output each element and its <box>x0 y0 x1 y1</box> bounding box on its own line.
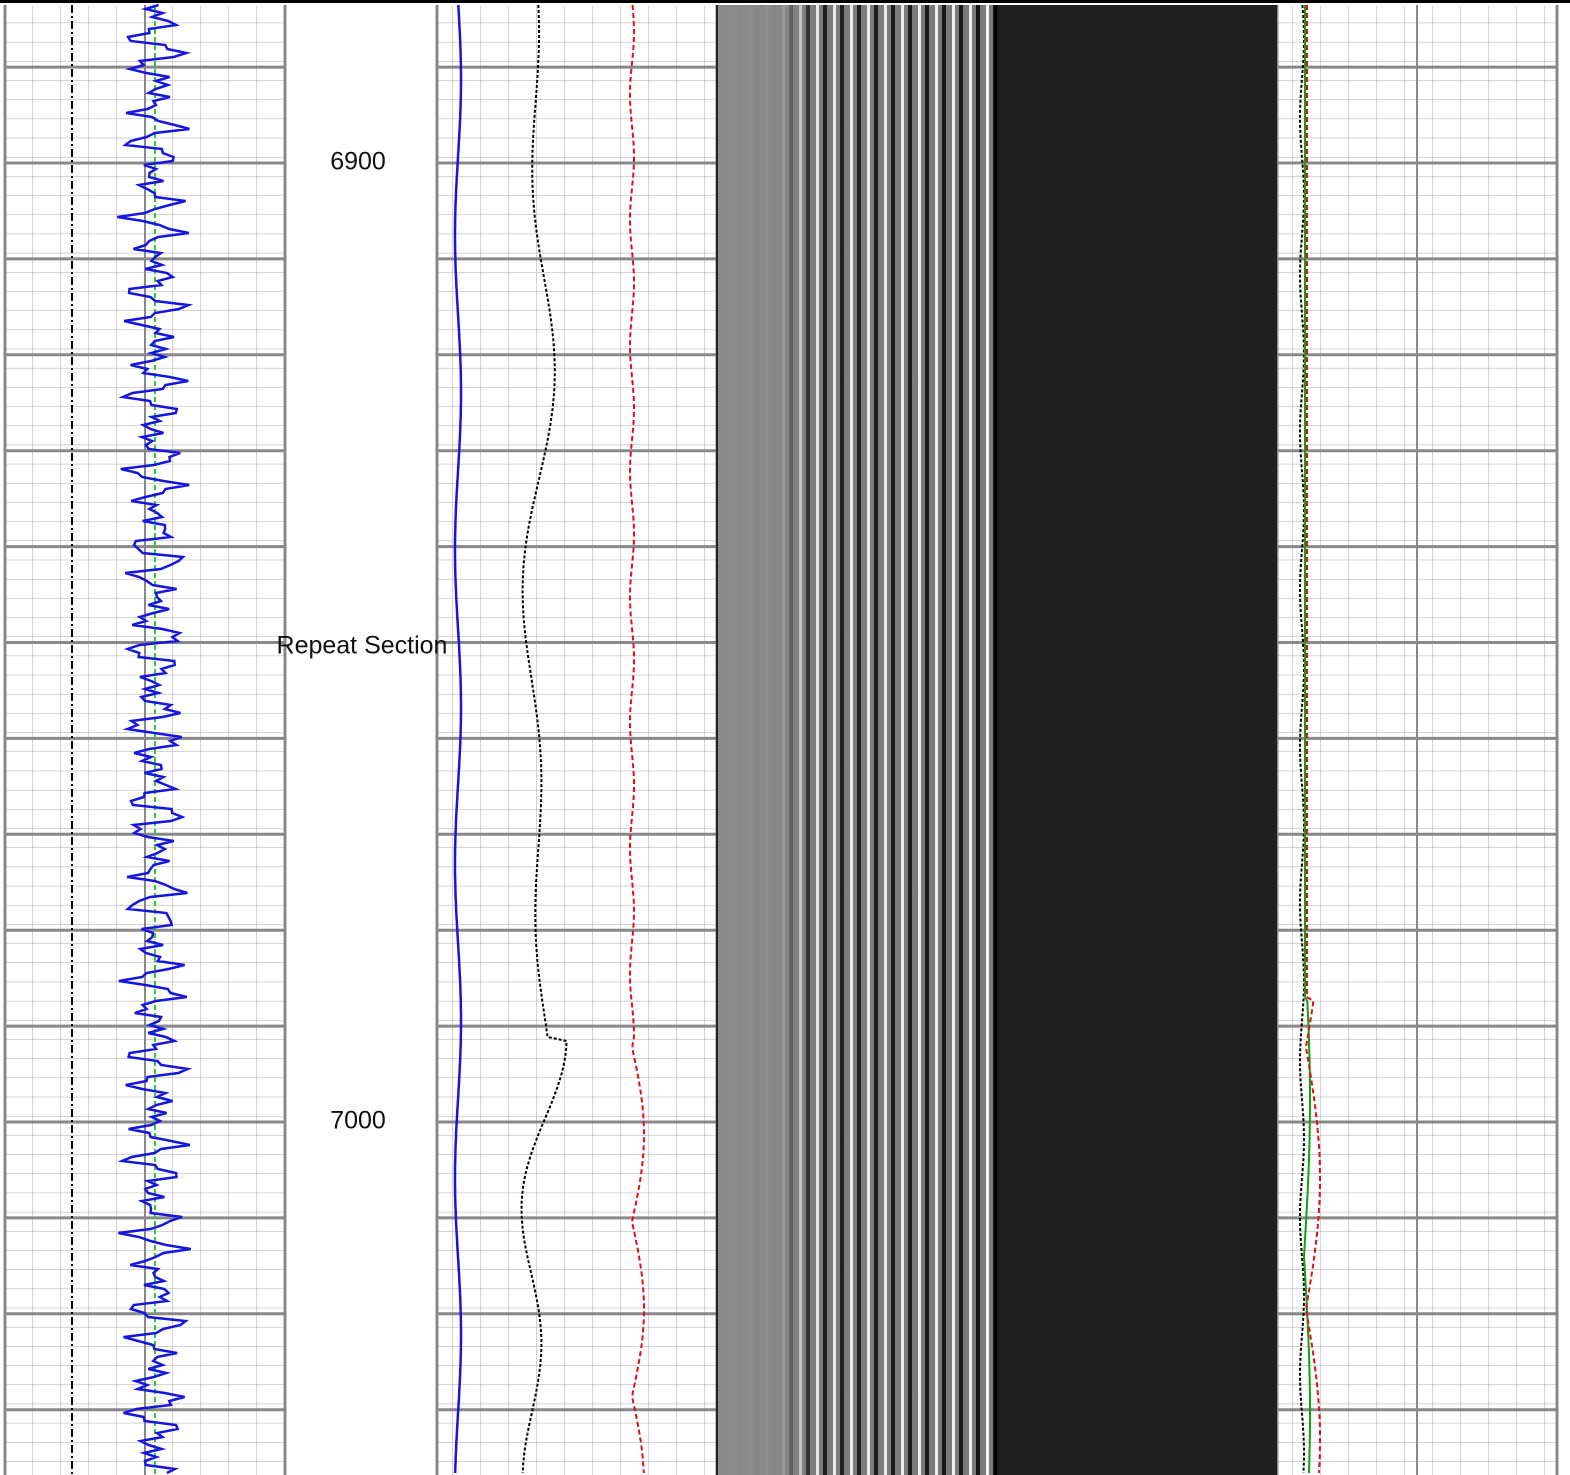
curve-right-green <box>1302 5 1311 1474</box>
curve-right-black <box>1299 4 1305 1474</box>
curves <box>71 3 1321 1475</box>
track-grid <box>437 5 717 1475</box>
depth-label: 7000 <box>330 1107 386 1135</box>
curve-red <box>629 4 645 1474</box>
curve-right-red <box>1304 5 1321 1474</box>
depth-label: 6900 <box>330 148 386 176</box>
curve-density <box>520 4 568 1474</box>
curve-gamma <box>117 3 194 1475</box>
curve-caliper <box>453 4 463 1474</box>
annotation: Repeat Section <box>277 632 448 660</box>
waveform-fade <box>717 5 997 1475</box>
dark-image <box>995 5 1277 1475</box>
